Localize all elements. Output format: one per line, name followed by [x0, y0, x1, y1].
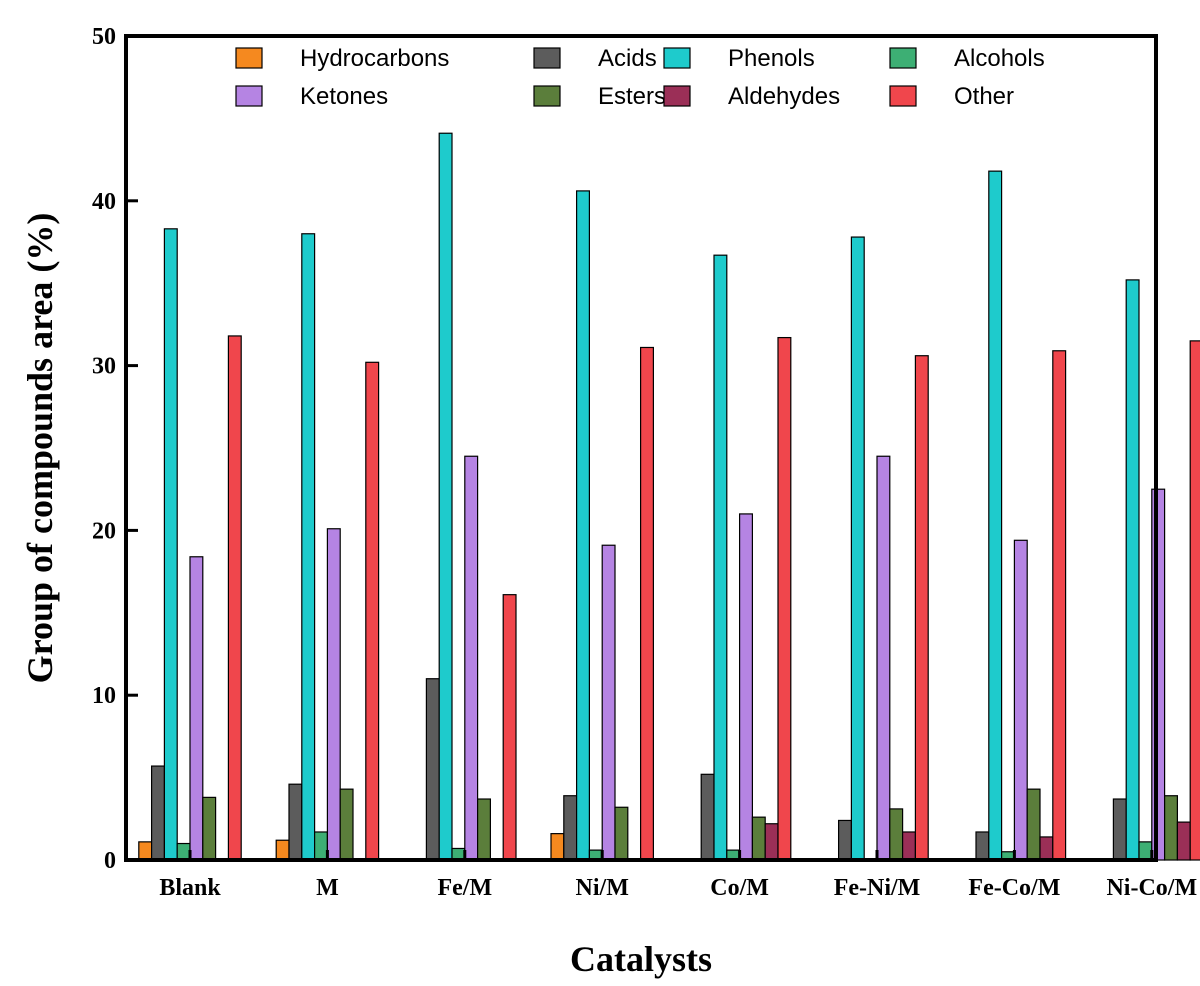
legend-swatch-esters [533, 85, 561, 107]
bar-esters-ni-co-m [1163, 795, 1178, 861]
bar-hydrocarbons-ni-m [550, 833, 565, 861]
legend-item-phenols: Phenols [663, 45, 815, 72]
bar-esters-fe-co-m [1026, 788, 1041, 861]
y-tick-label: 0 [104, 848, 116, 874]
bar-phenols-co-m [713, 254, 728, 861]
bar-acids-blank [151, 765, 166, 861]
bar-phenols-fe-co-m [988, 170, 1003, 861]
x-axis-title: Catalysts [570, 939, 712, 979]
legend-swatch-hydrocarbons [235, 47, 263, 69]
legend-label-esters: Esters [598, 83, 666, 110]
bars [138, 132, 1200, 861]
x-tick-label-ni-m: Ni/M [576, 875, 629, 901]
bar-acids-ni-co-m [1112, 798, 1127, 861]
y-axis-ticks: 0 10 20 30 40 50 [92, 24, 138, 874]
bar-aldehydes-co-m [764, 823, 779, 861]
legend-item-ketones: Ketones [235, 83, 388, 110]
bar-esters-blank [202, 796, 217, 861]
legend-item-aldehydes: Aldehydes [663, 83, 840, 110]
bar-acids-fe-co-m [975, 831, 990, 861]
x-tick-label-fe-m: Fe/M [437, 875, 492, 901]
legend-label-aldehydes: Aldehydes [728, 83, 840, 110]
bar-phenols-fe-m [438, 132, 453, 861]
bar-aldehydes-ni-co-m [1176, 821, 1191, 861]
bar-ketones-fe-m [464, 455, 479, 861]
y-tick-label: 20 [92, 518, 116, 544]
bar-ketones-m [326, 528, 341, 861]
bar-other-ni-co-m [1189, 340, 1200, 861]
x-axis-ticks: Blank M Fe/M Ni/M Co/M Fe-Ni/M Fe-Co/M Ni-Co/M [159, 850, 1197, 901]
bar-other-fe-ni-m [914, 355, 929, 861]
bar-ketones-ni-m [601, 544, 616, 861]
legend-swatch-phenols [663, 47, 691, 69]
y-axis-title: Group of compounds area (%) [20, 213, 60, 684]
bar-other-fe-co-m [1052, 350, 1067, 861]
x-tick-label-fe-co-m: Fe-Co/M [968, 875, 1060, 901]
legend-label-hydrocarbons: Hydrocarbons [300, 45, 449, 72]
legend-item-hydrocarbons: Hydrocarbons [235, 45, 449, 72]
bar-phenols-ni-m [575, 190, 590, 861]
legend-label-acids: Acids [598, 45, 657, 72]
bar-phenols-m [301, 233, 316, 861]
x-tick-label-ni-co-m: Ni-Co/M [1106, 875, 1197, 901]
bar-acids-fe-m [425, 678, 440, 861]
bar-alcohols-m [314, 831, 329, 861]
y-tick-label: 40 [92, 189, 116, 215]
x-tick-label-m: M [316, 875, 339, 901]
bar-phenols-ni-co-m [1125, 279, 1140, 861]
legend-item-alcohols: Alcohols [889, 45, 1045, 72]
bar-other-fe-m [502, 594, 517, 861]
bar-acids-co-m [700, 773, 715, 861]
bar-alcohols-blank [176, 842, 191, 861]
x-tick-label-co-m: Co/M [710, 875, 769, 901]
bar-other-ni-m [639, 346, 654, 861]
x-tick-label-blank: Blank [159, 875, 221, 901]
y-tick-label: 50 [92, 24, 116, 50]
legend-label-alcohols: Alcohols [954, 45, 1045, 72]
bar-ketones-ni-co-m [1151, 488, 1166, 861]
legend-swatch-acids [533, 47, 561, 69]
bar-other-blank [227, 335, 242, 861]
bar-aldehydes-fe-co-m [1039, 836, 1054, 861]
bar-ketones-blank [189, 556, 204, 861]
bar-esters-m [339, 788, 354, 861]
bar-esters-co-m [751, 816, 766, 861]
bar-hydrocarbons-blank [138, 841, 153, 861]
legend-swatch-aldehydes [663, 85, 691, 107]
bar-phenols-fe-ni-m [850, 236, 865, 861]
bar-aldehydes-fe-ni-m [901, 831, 916, 861]
legend-label-phenols: Phenols [728, 45, 815, 72]
bar-esters-fe-ni-m [889, 808, 904, 861]
y-tick-label: 30 [92, 354, 116, 380]
bar-alcohols-ni-co-m [1138, 841, 1153, 861]
bar-acids-m [288, 783, 303, 861]
legend-swatch-alcohols [889, 47, 917, 69]
legend-label-ketones: Ketones [300, 83, 388, 110]
bar-ketones-fe-ni-m [876, 455, 891, 861]
bar-ketones-co-m [738, 513, 753, 861]
bar-phenols-blank [163, 228, 178, 861]
bar-other-m [365, 361, 380, 861]
bar-other-co-m [777, 336, 792, 861]
bar-hydrocarbons-m [275, 839, 290, 861]
legend: Hydrocarbons Acids Phenols Alcohols Ketones E… [235, 45, 1045, 110]
legend-item-esters: Esters [533, 83, 666, 110]
legend-item-other: Other [889, 83, 1014, 110]
bar-esters-fe-m [477, 798, 492, 861]
x-tick-label-fe-ni-m: Fe-Ni/M [834, 875, 921, 901]
legend-swatch-other [889, 85, 917, 107]
legend-item-acids: Acids [533, 45, 657, 72]
legend-label-other: Other [954, 83, 1014, 110]
bar-esters-ni-m [614, 806, 629, 861]
bar-acids-ni-m [563, 795, 578, 861]
bar-ketones-fe-co-m [1013, 539, 1028, 861]
legend-swatch-ketones [235, 85, 263, 107]
plot-frame [124, 34, 1158, 862]
bar-acids-fe-ni-m [837, 819, 852, 861]
y-tick-label: 10 [92, 683, 116, 709]
